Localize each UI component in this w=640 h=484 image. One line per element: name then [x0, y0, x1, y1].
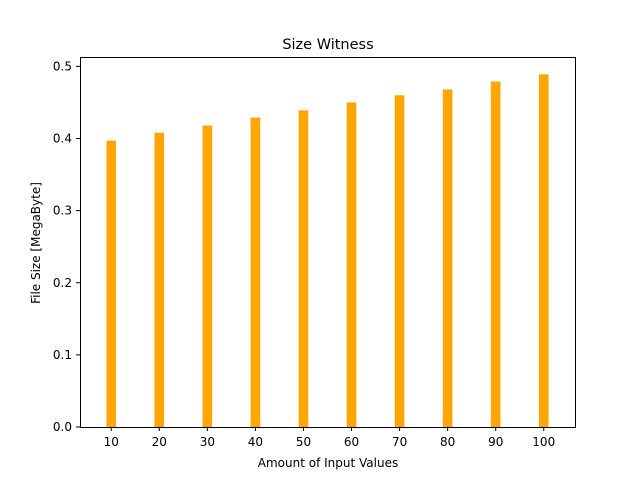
bar-80 [442, 89, 453, 428]
bar-10 [106, 140, 117, 427]
bar-100 [538, 74, 549, 427]
y-tick-label: 0.4 [53, 132, 72, 146]
bar-70 [394, 95, 405, 427]
x-tick-label: 30 [200, 435, 215, 449]
bars-layer [106, 74, 549, 428]
x-tick-label: 60 [344, 435, 359, 449]
y-tick-label: 0.2 [53, 276, 72, 290]
x-tick-label: 70 [392, 435, 407, 449]
bar-50 [298, 110, 309, 428]
y-axis-ticks: 0.0 0.1 0.2 0.3 0.4 0.5 [53, 59, 80, 434]
y-tick-label: 0.0 [53, 420, 72, 434]
y-axis-label: File Size [MegaByte] [29, 182, 43, 304]
x-tick-label: 90 [488, 435, 503, 449]
x-tick-label: 50 [296, 435, 311, 449]
bar-30 [202, 125, 213, 428]
y-tick-label: 0.5 [53, 59, 72, 73]
chart-title: Size Witness [282, 37, 373, 53]
bar-90 [490, 81, 501, 428]
x-tick-label: 80 [440, 435, 455, 449]
x-tick-label: 100 [532, 435, 555, 449]
bar-60 [346, 102, 357, 427]
plot-frame [80, 57, 576, 428]
bar-40 [250, 117, 261, 427]
x-axis-label: Amount of Input Values [258, 456, 398, 470]
y-tick-label: 0.1 [53, 348, 72, 362]
x-tick-label: 10 [104, 435, 119, 449]
x-tick-label: 20 [152, 435, 167, 449]
x-axis-ticks: 10 20 30 40 50 60 70 80 90 100 [104, 427, 555, 449]
x-tick-label: 40 [248, 435, 263, 449]
y-tick-label: 0.3 [53, 204, 72, 218]
bar-20 [154, 132, 165, 428]
